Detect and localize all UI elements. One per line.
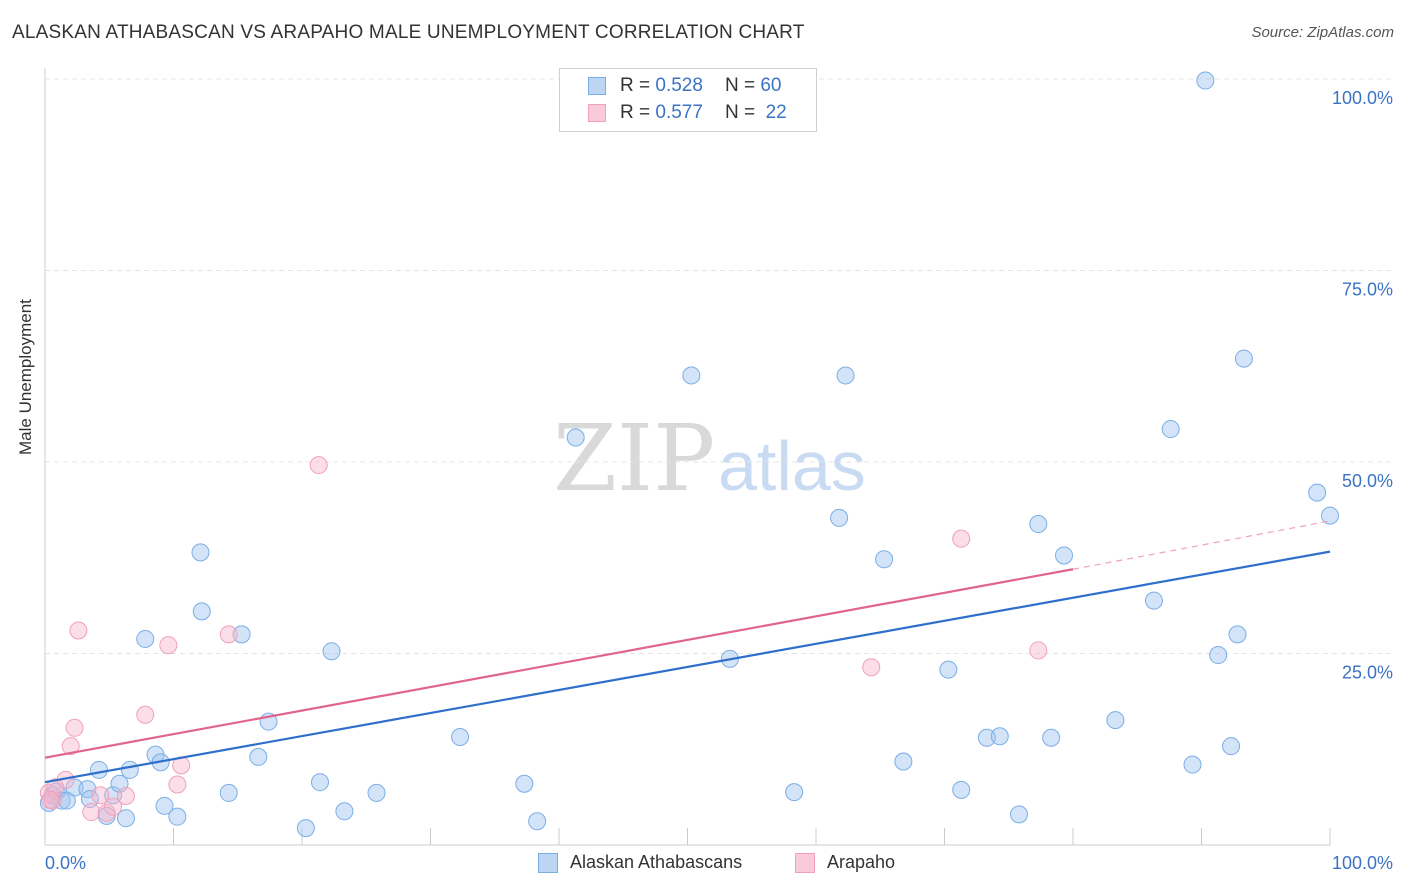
bottom-legend-swatch-blue (538, 852, 558, 873)
point-alaskan (367, 783, 386, 802)
point-alaskan (232, 625, 251, 644)
point-alaskan (836, 366, 855, 385)
trendline-alaskan (44, 550, 1331, 784)
point-arapaho (1029, 641, 1048, 660)
point-arapaho (168, 775, 187, 794)
point-arapaho (104, 797, 123, 816)
point-alaskan (136, 629, 155, 648)
y-tick-label: 50.0% (1342, 471, 1393, 491)
point-alaskan (1183, 755, 1202, 774)
point-arapaho (219, 625, 238, 644)
legend-r-label: R = (620, 102, 651, 123)
point-alaskan (1042, 728, 1061, 747)
watermark-atlas: atlas (718, 427, 866, 505)
legend-row-alaskan: R = 0.528 N = 60 (588, 73, 781, 99)
watermark-zip: ZIP (553, 405, 715, 512)
point-arapaho (862, 658, 881, 677)
point-arapaho (91, 786, 110, 805)
chart-title: ALASKAN ATHABASCAN VS ARAPAHO MALE UNEMP… (12, 22, 805, 43)
point-alaskan (1144, 591, 1163, 610)
legend-swatch-pink (588, 104, 606, 122)
x-tick-label-max: 100.0% (1332, 853, 1393, 873)
bottom-legend-arapaho: Arapaho (795, 852, 895, 873)
legend-r-label: R = (620, 75, 651, 96)
point-alaskan (1228, 625, 1247, 644)
point-alaskan (785, 783, 804, 802)
point-arapaho (159, 636, 178, 655)
point-alaskan (1321, 506, 1339, 525)
point-alaskan (65, 778, 84, 797)
point-arapaho (309, 456, 328, 475)
y-axis-label: Male Unemployment (16, 299, 35, 455)
point-alaskan (322, 642, 341, 661)
point-alaskan (1029, 515, 1048, 534)
point-alaskan (515, 774, 534, 793)
y-tick-label: 25.0% (1342, 663, 1393, 683)
point-arapaho (41, 790, 60, 809)
point-alaskan (219, 783, 238, 802)
point-alaskan (116, 809, 135, 828)
point-arapaho (69, 621, 88, 640)
legend-row-arapaho: R = 0.577 N = 22 (588, 100, 787, 126)
legend-r-value: 0.528 (655, 75, 703, 96)
point-alaskan (1196, 71, 1215, 90)
point-alaskan (89, 760, 108, 779)
point-alaskan (1308, 483, 1327, 502)
point-alaskan (977, 728, 996, 747)
point-alaskan (192, 602, 211, 621)
point-alaskan (296, 819, 315, 838)
trendline-arapaho (44, 568, 1074, 759)
bottom-legend-label-arapaho: Arapaho (827, 852, 896, 872)
point-alaskan (1055, 546, 1074, 565)
point-alaskan (1106, 711, 1125, 730)
point-arapaho (82, 803, 101, 822)
point-alaskan (80, 790, 99, 809)
point-alaskan (249, 747, 268, 766)
point-alaskan (1234, 349, 1253, 368)
point-arapaho (136, 705, 155, 724)
point-alaskan (566, 428, 585, 447)
point-alaskan (168, 807, 187, 826)
point-arapaho (116, 786, 135, 805)
legend-n-value: 22 (765, 102, 787, 123)
point-alaskan (1010, 805, 1029, 824)
legend-r-value: 0.577 (655, 102, 703, 123)
bottom-legend-swatch-pink (795, 852, 815, 873)
point-alaskan (451, 727, 470, 746)
point-arapaho (952, 529, 971, 548)
point-arapaho (61, 737, 80, 756)
legend-n-value: 60 (760, 75, 782, 96)
x-tick-label-min: 0.0% (45, 853, 86, 873)
point-alaskan (310, 773, 329, 792)
point-alaskan (830, 508, 849, 527)
legend-n-label: N = (724, 75, 756, 96)
point-arapaho (65, 718, 84, 737)
point-alaskan (990, 727, 1009, 746)
point-alaskan (191, 543, 210, 562)
source-label: Source: ZipAtlas.com (1251, 24, 1394, 41)
point-alaskan (894, 752, 913, 771)
point-alaskan (1209, 646, 1228, 665)
point-alaskan (1161, 420, 1180, 439)
bottom-legend-alaskan: Alaskan Athabascans (538, 852, 742, 873)
trendline-extension-arapaho (1072, 520, 1331, 570)
point-alaskan (682, 366, 701, 385)
point-alaskan (120, 760, 139, 779)
point-alaskan (1222, 737, 1241, 756)
y-tick-label: 75.0% (1342, 280, 1393, 300)
point-alaskan (155, 796, 174, 815)
point-alaskan (875, 550, 894, 569)
point-alaskan (952, 780, 971, 799)
point-alaskan (528, 812, 547, 831)
bottom-legend-label-alaskan: Alaskan Athabascans (570, 852, 743, 872)
legend-swatch-blue (588, 77, 606, 95)
point-alaskan (335, 802, 354, 821)
y-tick-label: 100.0% (1332, 88, 1393, 108)
point-alaskan (939, 660, 958, 679)
correlation-legend: R = 0.528 N = 60 R = 0.577 N = 22 (559, 68, 817, 132)
legend-n-label: N = (724, 102, 756, 123)
